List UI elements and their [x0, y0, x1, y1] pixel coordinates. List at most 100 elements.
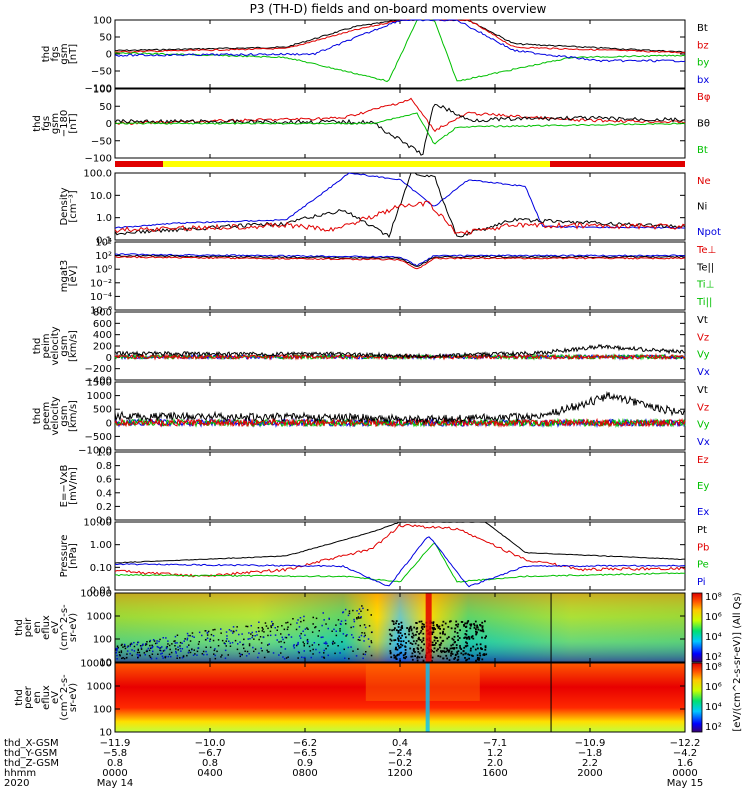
y-axis-label: [km/s] [68, 400, 79, 432]
ion-spectrogram-pixel [167, 655, 170, 658]
ion-spectrogram-pixel [389, 652, 392, 655]
ion-spectrogram-pixel [464, 622, 467, 625]
ion-spectrogram-pixel [297, 641, 299, 644]
ion-spectrogram-pixel [276, 639, 278, 641]
ion-spectrogram-pixel [391, 620, 394, 622]
ion-spectrogram-pixel [136, 653, 138, 656]
ion-spectrogram-pixel [342, 633, 345, 635]
ion-spectrogram-pixel [463, 646, 466, 649]
ion-spectrogram-pixel [180, 650, 182, 652]
ion-spectrogram-pixel [265, 625, 268, 627]
ion-spectrogram-pixel [415, 628, 418, 630]
ion-spectrogram-pixel [352, 626, 355, 628]
ion-spectrogram-pixel [304, 634, 306, 636]
footer-value: −5.8 [103, 748, 127, 759]
ion-spectrogram-pixel [325, 647, 327, 650]
ion-spectrogram-pixel [299, 617, 302, 619]
ion-spectrogram-pixel [431, 633, 434, 635]
ion-spectrogram-pixel [409, 626, 412, 629]
ion-spectrogram-pixel [465, 637, 468, 640]
ion-spectrogram-pixel [404, 657, 407, 660]
ion-spectrogram-pixel [417, 644, 420, 647]
ion-spectrogram-pixel [421, 625, 424, 628]
electron-spectrogram-center-band [425, 663, 430, 732]
ion-spectrogram-pixel [258, 638, 260, 641]
y-axis-label: thd [32, 115, 43, 132]
ion-spectrogram-pixel [399, 652, 402, 655]
ion-spectrogram-pixel [136, 651, 139, 654]
ion-spectrogram-pixel [198, 641, 200, 643]
ion-spectrogram-pixel [416, 630, 418, 633]
ion-spectrogram-pixel [267, 634, 269, 637]
ion-spectrogram-pixel [361, 605, 363, 607]
y-tick-label: 100 [93, 85, 112, 96]
legend-entry: Te⊥ [696, 245, 716, 256]
ion-spectrogram-pixel [225, 631, 228, 633]
ion-spectrogram-pixel [326, 642, 328, 645]
trace-Pt [114, 521, 685, 564]
y-tick-label: −500 [85, 432, 112, 443]
ion-spectrogram-pixel [395, 620, 398, 622]
mode-bar-segment [550, 161, 685, 167]
ion-spectrogram-pixel [188, 649, 190, 652]
ion-spectrogram-pixel [241, 633, 243, 635]
ion-spectrogram-pixel [282, 656, 284, 658]
ion-spectrogram-pixel [458, 637, 461, 639]
ion-spectrogram-pixel [115, 649, 117, 651]
ion-spectrogram-pixel [136, 643, 138, 646]
ion-spectrogram-pixel [209, 640, 211, 642]
ion-spectrogram-pixel [174, 645, 176, 647]
ion-spectrogram-pixel [398, 635, 401, 638]
ion-spectrogram-pixel [302, 630, 304, 632]
footer-value: 1600 [482, 768, 507, 779]
colorbar-label: [eV/(cm^2-s-sr-eV)] (All Qs) [732, 592, 743, 731]
y-axis-label: [mV/m] [68, 467, 79, 505]
ion-spectrogram-pixel [116, 645, 119, 647]
ion-spectrogram-pixel [156, 645, 159, 648]
ion-spectrogram-pixel [168, 653, 171, 656]
ion-spectrogram-pixel [262, 628, 264, 630]
ion-spectrogram-pixel [439, 646, 441, 649]
ion-spectrogram-pixel [462, 653, 465, 656]
ion-spectrogram-pixel [226, 635, 228, 637]
ion-spectrogram-pixel [251, 631, 253, 634]
ion-spectrogram-pixel [359, 624, 361, 627]
ion-spectrogram-pixel [445, 650, 448, 653]
ion-spectrogram-pixel [258, 621, 260, 623]
y-axis-label: en [32, 621, 43, 634]
ion-spectrogram-pixel [352, 636, 354, 639]
ion-spectrogram-pixel [287, 626, 289, 628]
y-tick-label: 10.00 [83, 518, 112, 529]
ion-spectrogram-pixel [472, 637, 475, 640]
footer-value: −10.9 [575, 738, 606, 749]
ion-spectrogram-pixel [431, 631, 434, 634]
ion-spectrogram-pixel [325, 643, 327, 645]
ion-spectrogram-pixel [350, 626, 352, 629]
ion-spectrogram-pixel [177, 649, 179, 651]
y-axis-label: thd [14, 689, 25, 706]
y-axis-label: eflux [41, 685, 52, 710]
ion-spectrogram-pixel [191, 635, 194, 638]
ion-spectrogram-pixel [367, 638, 370, 640]
footer-value: 0400 [197, 768, 222, 779]
ion-spectrogram-pixel [242, 644, 244, 646]
legend-entry: Pb [697, 542, 709, 553]
ion-spectrogram-pixel [409, 642, 412, 644]
ion-spectrogram-pixel [333, 628, 335, 631]
colorbar-tick-label: 10⁴ [705, 702, 722, 713]
ion-spectrogram-pixel [453, 658, 456, 660]
ion-spectrogram-pixel [460, 648, 463, 650]
ion-spectrogram-pixel [356, 618, 358, 620]
ion-spectrogram-pixel [123, 657, 126, 660]
ion-spectrogram-pixel [214, 654, 216, 657]
ion-spectrogram-pixel [206, 634, 209, 636]
ion-spectrogram-pixel [131, 643, 133, 645]
ion-spectrogram-pixel [315, 648, 317, 651]
ion-spectrogram-pixel [191, 648, 193, 650]
ion-spectrogram-pixel [335, 624, 337, 626]
ion-spectrogram-pixel [300, 632, 302, 635]
ion-spectrogram-pixel [285, 636, 288, 639]
y-tick-label: −100 [85, 84, 112, 95]
ion-spectrogram-pixel [160, 650, 162, 652]
